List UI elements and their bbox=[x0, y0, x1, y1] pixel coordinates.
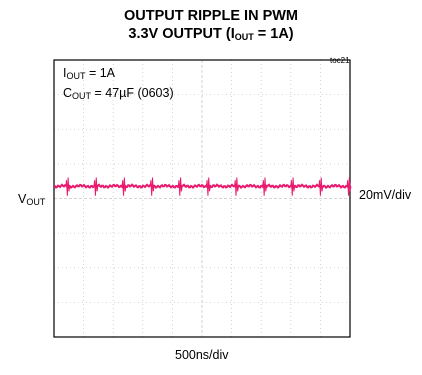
cout-prefix: C bbox=[63, 86, 73, 100]
ripple-spike bbox=[346, 177, 352, 196]
chart-title-line1: OUTPUT RIPPLE IN PWM bbox=[124, 8, 298, 24]
ripple-spike bbox=[177, 177, 183, 196]
ripple-spike bbox=[234, 177, 239, 196]
cout-suffix: = 47µF (0603) bbox=[91, 86, 174, 100]
ripple-spike bbox=[93, 177, 99, 196]
iout-prefix: I bbox=[63, 66, 67, 80]
ripple-spike bbox=[205, 177, 211, 196]
vertical-scale-label: 20mV/div bbox=[359, 188, 412, 202]
ripple-spike bbox=[149, 177, 155, 196]
chart-title-line2: 3.3V OUTPUT (IOUT = 1A) bbox=[0, 26, 422, 42]
iout-suffix: = 1A bbox=[85, 66, 116, 80]
vout-ripple-trace bbox=[53, 183, 351, 190]
title-line2-prefix: 3.3V OUTPUT (I bbox=[128, 26, 235, 42]
ripple-spike bbox=[121, 177, 127, 196]
ripple-spike bbox=[65, 177, 71, 196]
iout-sub: OUT bbox=[66, 71, 86, 81]
time-scale-label: 500ns/div bbox=[175, 348, 229, 362]
vout-prefix: V bbox=[18, 192, 27, 206]
ripple-spike bbox=[262, 177, 268, 196]
cout-annotation: COUT = 47µF (0603) bbox=[63, 86, 174, 101]
cout-sub: OUT bbox=[72, 91, 92, 101]
ripple-spike bbox=[318, 177, 324, 196]
ripple-spike bbox=[290, 177, 296, 196]
iout-annotation: IOUT = 1A bbox=[63, 66, 115, 81]
plot-frame bbox=[53, 59, 351, 338]
vout-channel-label: VOUT bbox=[18, 192, 45, 207]
vout-sub: OUT bbox=[26, 197, 46, 207]
title-line2-sub: OUT bbox=[234, 32, 254, 42]
title-line2-suffix: = 1A) bbox=[253, 26, 294, 42]
